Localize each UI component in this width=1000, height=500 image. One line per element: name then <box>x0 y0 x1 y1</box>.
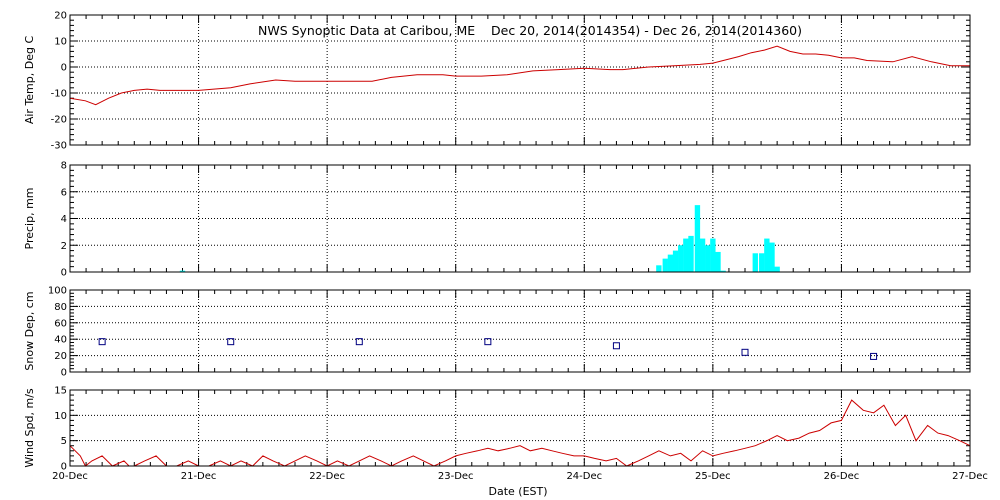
panel-4: 0 5 10 15 Wind Spd, m/s <box>23 386 971 473</box>
snow-depth-point <box>484 338 492 346</box>
panels-group: -30 -20 -10 0 10 20 Air Temp, Deg C 0 2 4 6 8 Precip… <box>23 11 988 483</box>
precip-bar <box>688 235 694 272</box>
x-tick-label: 27-Dec <box>952 471 988 482</box>
y-tick-label: 10 <box>54 37 67 48</box>
chart-title: NWS Synoptic Data at Caribou, ME Dec 20,… <box>258 23 802 38</box>
snow-depth-point <box>355 338 363 346</box>
y-tick-label: 0 <box>61 63 67 74</box>
y-tick-label: 20 <box>54 11 67 22</box>
precip-bar <box>720 270 726 272</box>
y-tick-label: -10 <box>51 89 67 100</box>
y-tick-label: 100 <box>48 286 67 297</box>
x-tick-label: 22-Dec <box>309 471 345 482</box>
y-tick-label: 0 <box>61 462 67 473</box>
precip-bar <box>678 245 684 272</box>
precip-bar <box>179 270 186 272</box>
precip-bar <box>705 245 711 272</box>
y-tick-label: -20 <box>51 115 67 126</box>
y-tick-label: 20 <box>54 351 67 362</box>
y-tick-label: 6 <box>61 187 67 198</box>
snow-depth-point <box>870 352 878 360</box>
precip-bar <box>769 242 775 272</box>
y-axis-title: Precip, mm <box>23 188 36 250</box>
y-tick-label: 10 <box>54 411 67 422</box>
y-tick-label: 8 <box>61 161 67 172</box>
x-tick-label: 23-Dec <box>438 471 474 482</box>
precip-bar <box>662 258 668 272</box>
y-tick-label: 40 <box>54 335 67 346</box>
precip-bar <box>710 238 716 272</box>
snow-depth-point <box>98 338 106 346</box>
precip-bar <box>774 266 780 272</box>
precip-bar <box>683 238 689 272</box>
y-tick-label: 15 <box>54 386 67 397</box>
x-tick-label: 20-Dec <box>52 471 88 482</box>
y-axis-title: Snow Dep, cm <box>23 291 36 370</box>
panel-3: 0 20 40 60 80 100 Snow Dep, cm <box>23 286 971 379</box>
y-tick-label: 4 <box>61 214 67 225</box>
precip-bar <box>667 254 674 272</box>
y-tick-label: 80 <box>54 302 67 313</box>
precip-bar <box>759 253 765 272</box>
x-tick-label: 24-Dec <box>566 471 602 482</box>
y-tick-label: 60 <box>54 318 67 329</box>
x-tick-label: 26-Dec <box>824 471 860 482</box>
precip-bar <box>752 253 758 272</box>
snow-depth-point <box>612 342 620 350</box>
series-line <box>69 399 971 467</box>
panel-frame <box>69 164 971 273</box>
x-axis-title: Date (EST) <box>488 485 547 498</box>
panel-frame <box>69 289 971 373</box>
y-tick-label: -30 <box>51 141 67 152</box>
y-axis-title: Wind Spd, m/s <box>23 388 36 468</box>
panel-frame <box>69 14 971 146</box>
precip-bar <box>764 238 770 272</box>
panel-frame <box>69 389 971 467</box>
y-tick-label: 2 <box>61 241 67 252</box>
panel-1: -30 -20 -10 0 10 20 Air Temp, Deg C <box>23 11 971 152</box>
y-tick-label: 0 <box>61 268 67 279</box>
panel-2: 0 2 4 6 8 Precip, mm <box>23 161 971 279</box>
series-line <box>69 45 970 106</box>
y-tick-label: 0 <box>61 368 67 379</box>
snow-depth-point <box>741 348 749 356</box>
x-tick-label: 25-Dec <box>695 471 731 482</box>
y-tick-label: 5 <box>61 436 67 447</box>
precip-bar <box>715 251 721 272</box>
y-axis-title: Air Temp, Deg C <box>23 36 36 125</box>
x-tick-label: 21-Dec <box>181 471 217 482</box>
snow-depth-point <box>227 338 235 346</box>
precip-bar <box>699 238 706 272</box>
precip-bar <box>656 265 662 272</box>
precip-bar <box>694 205 701 272</box>
precip-bar <box>672 250 679 272</box>
